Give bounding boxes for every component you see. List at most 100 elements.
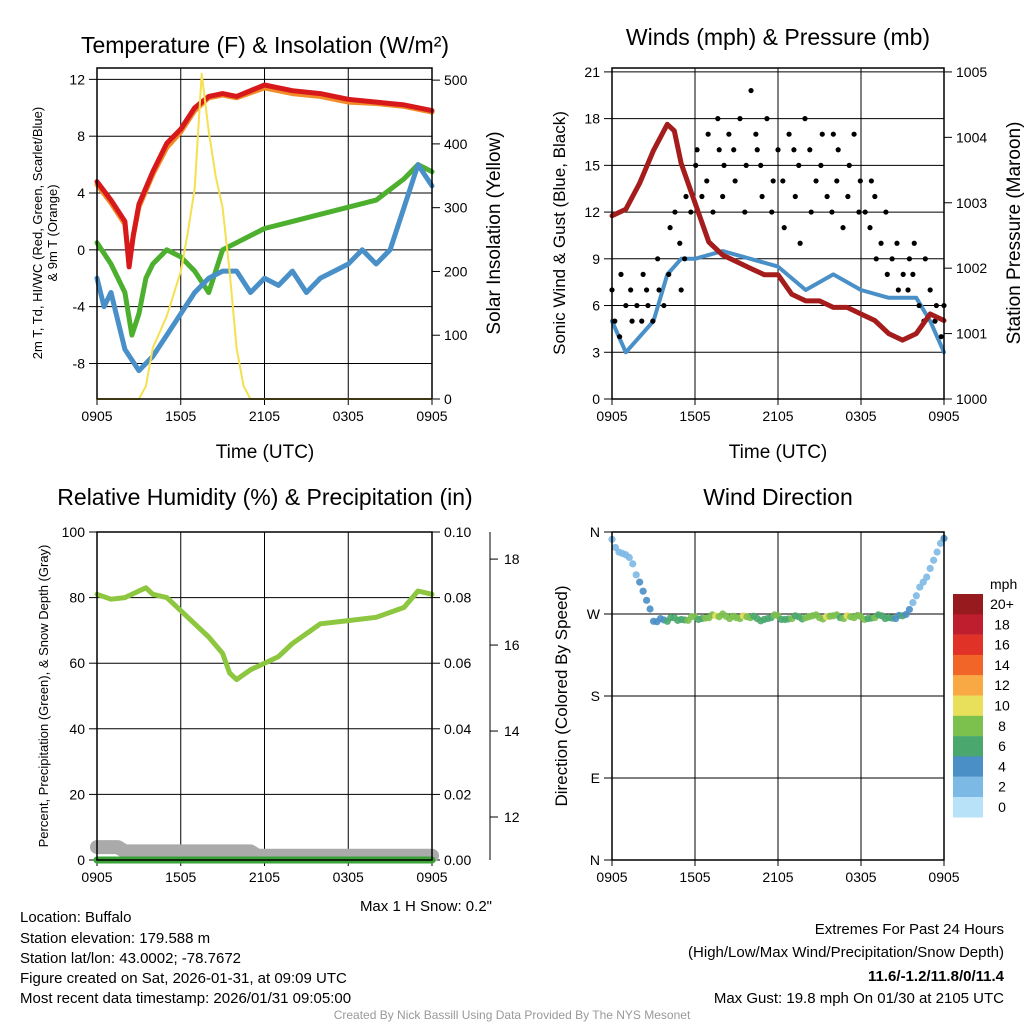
gust-point xyxy=(900,271,906,277)
y-tick-label: 3 xyxy=(592,344,600,360)
y-tick-label: 12 xyxy=(584,204,600,220)
gust-point xyxy=(873,256,879,262)
gust-point xyxy=(840,225,846,231)
max-snow-note: Max 1 H Snow: 0.2" xyxy=(360,898,492,915)
y2-tick-label: 400 xyxy=(444,136,468,152)
x-tick-label: 0905 xyxy=(928,408,959,424)
gust-point xyxy=(656,287,662,293)
wind-y-label: Sonic Wind & Gust (Blue, Black) xyxy=(550,111,569,355)
series-pressure xyxy=(609,121,947,343)
gust-point xyxy=(932,318,938,324)
credit-footer: Created By Nick Bassill Using Data Provi… xyxy=(334,1008,691,1022)
gust-point xyxy=(829,209,835,215)
gust-point xyxy=(851,131,857,137)
gust-point xyxy=(889,256,895,262)
y2-tick-label: 100 xyxy=(444,327,468,343)
direction-point xyxy=(923,573,931,581)
y3-tick-label: 12 xyxy=(504,809,520,825)
y-tick-label: -8 xyxy=(73,355,86,371)
gust-point xyxy=(791,147,797,153)
x-tick-label: 2105 xyxy=(762,869,793,885)
y2-tick-label: 1003 xyxy=(956,195,987,211)
y2-tick-label: 1002 xyxy=(956,260,987,276)
gust-point xyxy=(922,256,928,262)
extremes-info: Extremes For Past 24 Hours (High/Low/Max… xyxy=(688,921,1005,1007)
direction-point xyxy=(902,610,910,619)
y-tick-label: 4 xyxy=(77,185,85,201)
y2-tick-label: 0.08 xyxy=(444,590,471,606)
gust-point xyxy=(894,240,900,246)
gust-point xyxy=(910,271,916,277)
direction-point xyxy=(933,548,941,556)
legend-swatch xyxy=(953,614,983,635)
temperature-chart: 0905 1505 2105 0305 0905 -8 -4 0 4 8 12 0 100 200 300 4… xyxy=(69,67,468,424)
gust-point xyxy=(643,287,650,293)
gust-point xyxy=(856,209,862,215)
plot-frame xyxy=(611,67,945,400)
wind-y2-label: Station Pressure (Maroon) xyxy=(1004,122,1024,345)
y-tick-label: 18 xyxy=(584,111,600,127)
gust-point xyxy=(781,225,787,231)
temp-y2-label: Solar Insolation (Yellow) xyxy=(484,131,505,334)
gust-point xyxy=(780,178,786,184)
station-info: Location: Buffalo Station elevation: 179… xyxy=(20,909,351,1007)
gust-point xyxy=(748,87,754,94)
x-tick-label: 0305 xyxy=(333,869,364,885)
wind-x-label: Time (UTC) xyxy=(729,442,828,463)
plot-frame xyxy=(96,531,433,861)
gust-point xyxy=(834,178,840,184)
y-tick-label: 6 xyxy=(592,298,600,314)
gust-point xyxy=(612,318,618,324)
gust-point xyxy=(683,193,689,200)
x-tick-label: 0905 xyxy=(81,869,112,885)
y2-tick-label: 200 xyxy=(444,263,468,279)
direction-point xyxy=(629,560,637,568)
rh-chart-title: Relative Humidity (%) & Precipitation (i… xyxy=(57,484,472,510)
y3-tick-label: 16 xyxy=(504,637,520,653)
extremes-heading: Extremes For Past 24 Hours xyxy=(815,921,1004,938)
y2-tick-label: 1001 xyxy=(956,326,987,342)
legend-label: 12 xyxy=(994,677,1010,693)
gust-point xyxy=(694,147,700,153)
gust-point xyxy=(699,193,705,200)
gust-point xyxy=(819,131,825,137)
gust-point xyxy=(872,193,878,200)
y2-tick-label: 0.02 xyxy=(444,786,471,802)
gust-point xyxy=(807,147,813,153)
direction-point xyxy=(916,583,924,591)
legend-swatch xyxy=(953,736,983,757)
gust-point xyxy=(639,318,645,324)
y-tick-label: -4 xyxy=(73,299,86,315)
winddir-y-label: Direction (Colored By Speed) xyxy=(552,585,571,806)
y2-tick-label: 0 xyxy=(444,391,452,407)
gust-point xyxy=(797,240,803,246)
gust-point xyxy=(769,209,775,215)
gust-point xyxy=(868,178,874,184)
direction-point xyxy=(909,599,917,607)
gust-point xyxy=(667,225,673,231)
y2-tick-label: 1005 xyxy=(956,64,987,80)
legend-swatch xyxy=(953,634,983,656)
gust-point xyxy=(906,256,913,262)
legend-label: 10 xyxy=(994,698,1010,714)
legend-label: 0 xyxy=(998,799,1006,815)
wind-direction-chart: 0905 1505 2105 0305 0905NESWNmph20+181614121… xyxy=(587,524,1017,885)
gust-point xyxy=(764,116,770,122)
direction-point xyxy=(636,578,644,586)
legend-label: 2 xyxy=(998,779,1006,795)
winddir-chart-title: Wind Direction xyxy=(703,484,853,510)
gust-point xyxy=(802,116,808,122)
gust-point xyxy=(645,302,651,309)
x-tick-label: 1505 xyxy=(679,408,710,424)
legend-swatch xyxy=(953,675,983,696)
y-tick-label: W xyxy=(587,606,601,622)
gust-point xyxy=(640,271,646,277)
y2-tick-label: 1004 xyxy=(956,129,987,145)
y2-tick-label: 1000 xyxy=(956,391,987,407)
direction-point xyxy=(646,605,654,613)
y-tick-label: 80 xyxy=(69,590,85,606)
gust-point xyxy=(867,225,873,231)
series-2m-t xyxy=(94,82,435,270)
y3-tick-label: 14 xyxy=(504,723,520,739)
gust-point xyxy=(758,162,764,168)
